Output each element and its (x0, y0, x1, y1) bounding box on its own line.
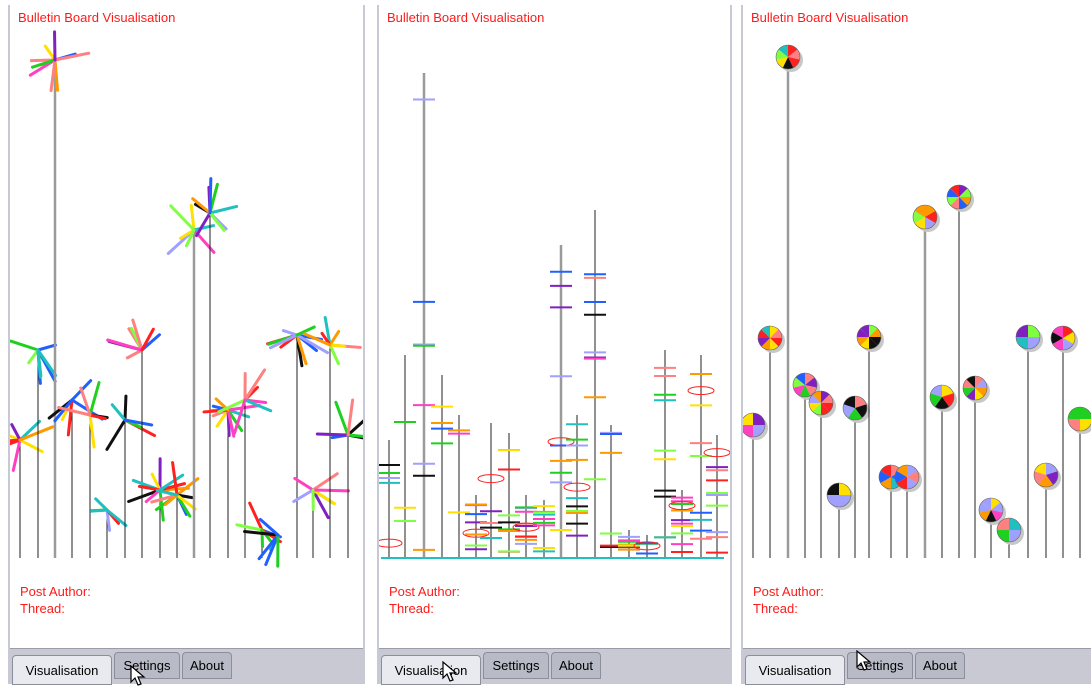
pinwheel-flower[interactable] (268, 327, 328, 366)
post-author-label: Post Author: (20, 583, 91, 600)
panel-title: Bulletin Board Visualisation (387, 10, 544, 25)
pinwheel-flower[interactable] (10, 421, 53, 470)
bar-visualisation[interactable] (379, 5, 730, 645)
pinwheel-flower[interactable] (30, 32, 88, 91)
tab-about[interactable]: About (551, 652, 601, 679)
pinwheel-flower[interactable] (107, 396, 155, 449)
pinwheel-flower[interactable] (317, 400, 363, 440)
post-author-label: Post Author: (753, 583, 824, 600)
pie-node[interactable] (857, 325, 884, 352)
pie-node[interactable] (913, 205, 940, 232)
tab-settings[interactable]: Settings (114, 652, 180, 679)
pie-node[interactable] (1034, 463, 1061, 490)
pie-visualisation[interactable] (743, 5, 1091, 645)
post-author-label: Post Author: (389, 583, 460, 600)
pie-node[interactable] (930, 385, 957, 412)
pinwheel-flower[interactable] (108, 320, 160, 358)
pinwheel-flower[interactable] (305, 317, 360, 363)
panel-title: Bulletin Board Visualisation (751, 10, 908, 25)
visualisation-panel-3: Bulletin Board Visualisation Post Author… (741, 5, 1091, 684)
pinwheel-flower[interactable] (193, 179, 237, 236)
mouse-cursor-icon (442, 661, 458, 683)
pinwheel-flower[interactable] (11, 341, 56, 383)
tab-settings[interactable]: Settings (483, 652, 549, 679)
thread-label: Thread: (20, 600, 91, 617)
selected-post-marker[interactable] (379, 539, 402, 547)
tab-bar: Visualisation Settings About (10, 648, 363, 684)
pinwheel-flower[interactable] (92, 499, 126, 531)
tab-bar: Visualisation Settings About (379, 648, 730, 684)
pie-node[interactable] (758, 326, 785, 353)
pie-node[interactable] (997, 518, 1024, 545)
post-info: Post Author: Thread: (20, 583, 91, 617)
panel-title: Bulletin Board Visualisation (18, 10, 175, 25)
visualisation-panel-2: Bulletin Board Visualisation Post Author… (377, 5, 732, 684)
tab-about[interactable]: About (182, 652, 232, 679)
mouse-cursor-icon (856, 650, 872, 672)
pie-node[interactable] (963, 376, 990, 403)
post-info: Post Author: Thread: (389, 583, 460, 617)
thread-label: Thread: (753, 600, 824, 617)
tab-visualisation[interactable]: Visualisation (381, 655, 481, 685)
pinwheel-flower[interactable] (294, 474, 349, 518)
pie-node[interactable] (947, 185, 974, 212)
pie-node[interactable] (809, 391, 836, 418)
pie-node[interactable] (1068, 407, 1091, 434)
pie-node[interactable] (843, 396, 870, 423)
pie-node[interactable] (1051, 326, 1078, 353)
visualisation-panel-1: Bulletin Board Visualisation Post Author… (8, 5, 365, 684)
pie-node[interactable] (1016, 325, 1043, 352)
tab-about[interactable]: About (915, 652, 965, 679)
thread-label: Thread: (389, 600, 460, 617)
pie-node[interactable] (827, 483, 854, 510)
tab-visualisation[interactable]: Visualisation (745, 655, 845, 685)
post-info: Post Author: Thread: (753, 583, 824, 617)
tab-bar: Visualisation Settings About (743, 648, 1091, 684)
pinwheel-visualisation[interactable] (10, 5, 363, 645)
pie-node[interactable] (743, 413, 768, 440)
tab-visualisation[interactable]: Visualisation (12, 655, 112, 685)
pie-node[interactable] (776, 45, 803, 72)
